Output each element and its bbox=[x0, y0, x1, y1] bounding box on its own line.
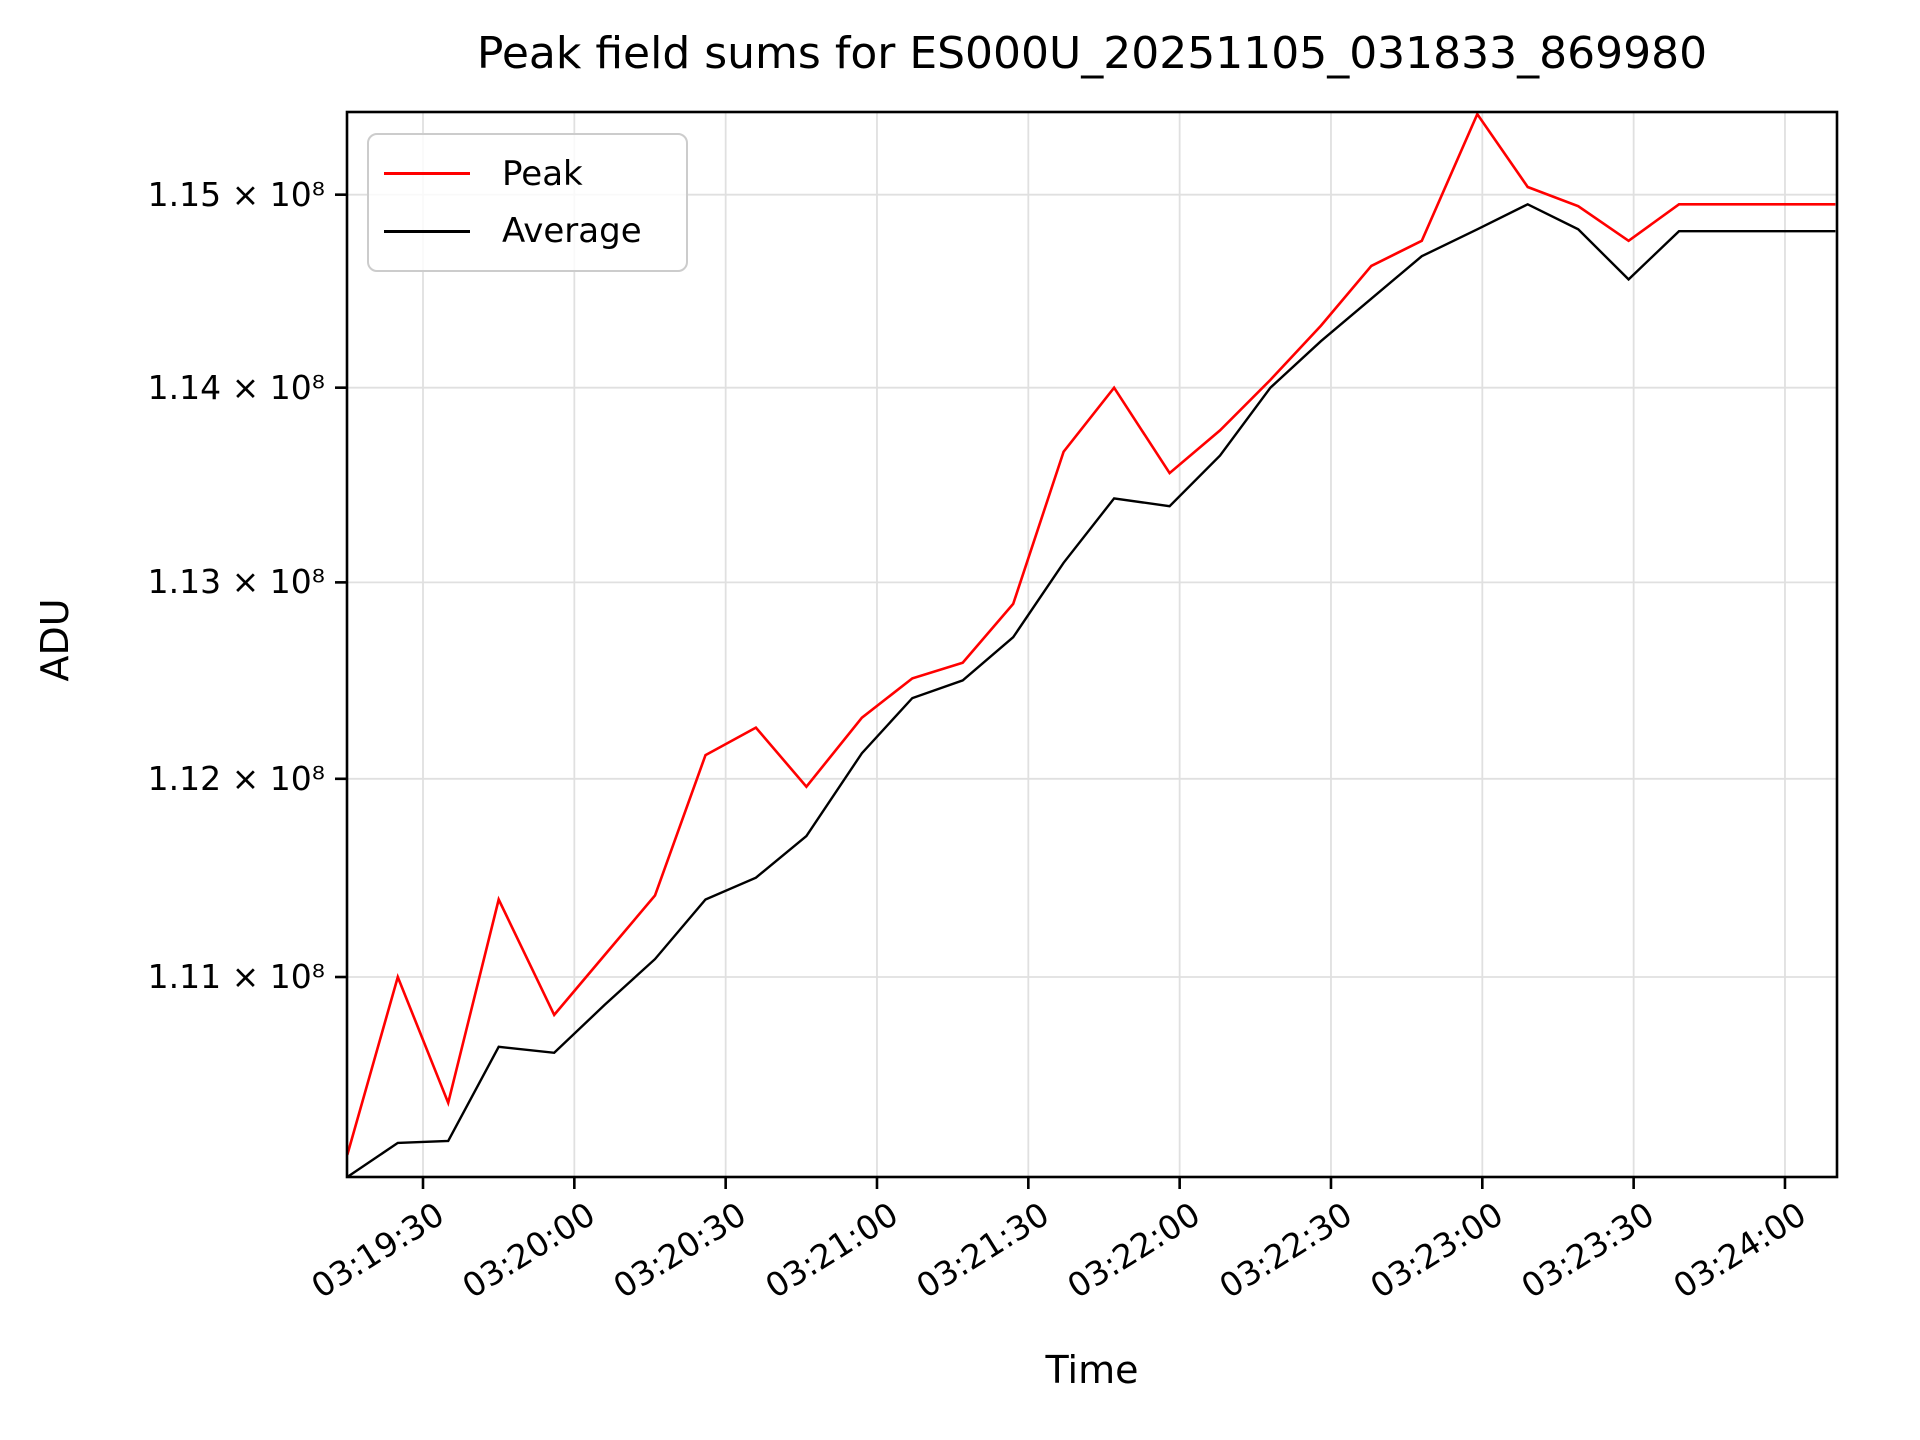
y-tick-label: 1.12 × 10⁸ bbox=[147, 758, 325, 798]
average-line-sample bbox=[384, 229, 470, 233]
legend-box: Peak Average bbox=[367, 133, 688, 272]
y-tick-label: 1.14 × 10⁸ bbox=[147, 367, 325, 407]
y-axis-label: ADU bbox=[33, 598, 77, 682]
y-tick-label: 1.13 × 10⁸ bbox=[147, 562, 325, 602]
peak-line-series bbox=[346, 111, 1836, 1156]
peak-line-sample bbox=[384, 172, 470, 176]
legend-label-average: Average bbox=[502, 211, 642, 252]
y-tick-label: 1.11 × 10⁸ bbox=[147, 957, 325, 996]
average-line-series bbox=[346, 202, 1836, 1178]
chart-title: Peak field sums for ES000U_20251105_0318… bbox=[476, 28, 1708, 79]
legend-entry-average: Average bbox=[369, 211, 686, 251]
y-tick-label: 1.15 × 10⁸ bbox=[147, 174, 325, 214]
legend-entry-peak: Peak bbox=[369, 154, 686, 194]
plot-border bbox=[345, 110, 1839, 1179]
x-axis-label: Time bbox=[1045, 1348, 1139, 1392]
tick-marks bbox=[335, 193, 1787, 1189]
legend-label-peak: Peak bbox=[502, 153, 583, 194]
